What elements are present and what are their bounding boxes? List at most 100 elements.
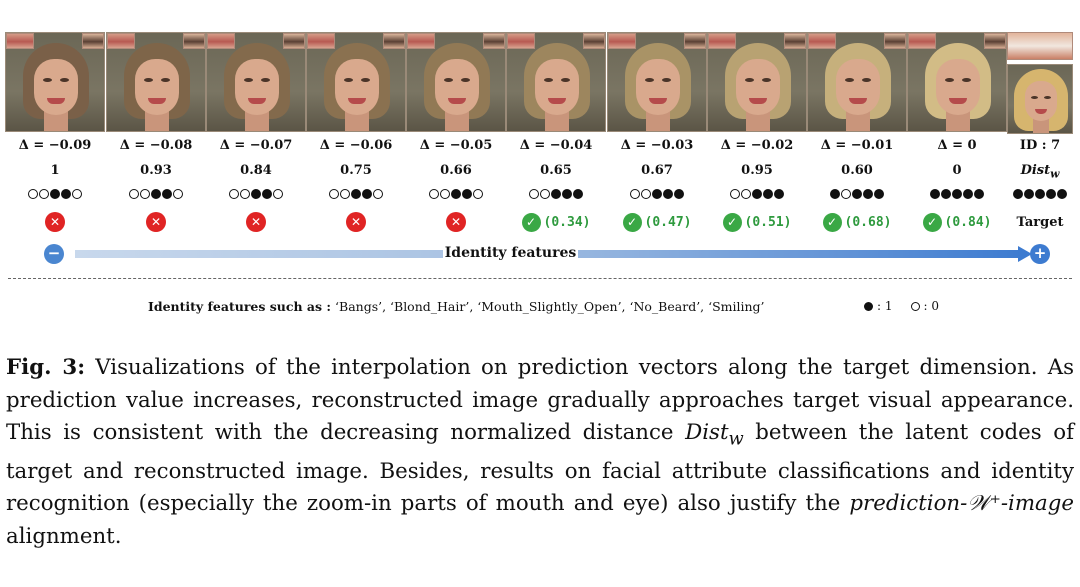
filled-dot-icon [763,189,773,199]
attribute-dots [1007,187,1073,201]
filled-dot-icon [50,189,60,199]
right-eye-shape [161,78,170,82]
target-id-label: ID : 7 [1019,138,1061,153]
confidence-value: (0.68) [844,214,892,230]
attribute-dots [807,187,907,201]
empty-dot-icon [28,189,38,199]
attribute-dots [306,187,406,201]
distance-value: 0 [952,163,962,178]
skin-shape [736,59,780,115]
filled-dot-icon [674,189,684,199]
filled-dot-icon [864,301,873,311]
mouth-shape [248,98,266,104]
reconstructed-face-image [106,32,206,132]
filled-dot-icon [752,189,762,199]
filled-dot-icon [863,189,873,199]
identity-result: ✕ [5,211,105,233]
identity-result: ✓ (0.84) [907,211,1007,233]
legend-prefix: Identity features such as : [148,299,332,314]
mouth-shape [1035,109,1047,114]
left-eye-shape [43,78,52,82]
filled-dot-icon [652,189,662,199]
mouth-zoom-crop [207,33,235,49]
neck-shape [946,111,970,131]
left-eye-shape [144,78,153,82]
filled-dot-icon [451,189,461,199]
reconstructed-face-image [306,32,406,132]
filled-dot-icon [930,189,940,199]
interpolation-column: Δ = −0.01 0.60 ✓ (0.68) [807,32,907,252]
legend-text: Identity features such as : ‘Bangs’, ‘Bl… [148,299,765,314]
delta-label: Δ = 0 [937,138,977,153]
right-eye-shape [962,78,971,82]
filled-dot-icon [562,189,572,199]
target-label: Target [1016,214,1064,230]
mouth-zoom-crop [307,33,335,49]
attribute-dots [206,187,306,201]
eye-zoom-crop [283,33,305,49]
check-mark-icon: ✓ [922,212,942,232]
interpolation-column: Δ = 0 0 ✓ (0.84) [907,32,1007,252]
caption-italic-term: prediction-𝒲⁺-image [849,491,1074,517]
empty-dot-icon [741,189,751,199]
minus-icon: − [44,244,64,264]
reconstructed-face-image [607,32,707,132]
identity-result: ✓ (0.68) [807,211,907,233]
mouth-shape [148,98,166,104]
skin-shape [636,59,680,115]
eye-zoom-crop [583,33,605,49]
delta-label: Δ = −0.07 [219,138,293,153]
confidence-value: (0.34) [543,214,591,230]
eye-zoom-crop [784,33,806,49]
attribute-dots [5,187,105,201]
skin-shape [135,59,179,115]
interpolation-column: Δ = −0.02 0.95 ✓ (0.51) [707,32,807,252]
empty-dot-icon [540,189,550,199]
neck-shape [545,111,569,131]
wrong-mark-icon: ✕ [146,212,166,232]
confidence-value: (0.51) [744,214,792,230]
filled-dot-icon [963,189,973,199]
neck-shape [445,111,469,131]
filled-dot-icon [874,189,884,199]
interpolation-column: Δ = −0.06 0.75 ✕ [306,32,406,252]
empty-dot-icon [140,189,150,199]
empty-dot-icon [440,189,450,199]
distance-value: 0.84 [240,163,272,178]
legend-items: ‘Bangs’, ‘Blond_Hair’, ‘Mouth_Slightly_O… [335,299,765,314]
filled-dot-icon [551,189,561,199]
check-mark-icon: ✓ [822,212,842,232]
arrow-label: Identity features [443,242,578,264]
left-eye-shape [1031,96,1038,99]
right-eye-shape [762,78,771,82]
empty-dot-icon [429,189,439,199]
neck-shape [245,111,269,131]
skin-shape [235,59,279,115]
filled-dot-icon [251,189,261,199]
identity-result: ✕ [206,211,306,233]
legend-off-label: : 0 [923,299,940,313]
distance-value: 1 [50,163,60,178]
filled-dot-icon [952,189,962,199]
empty-dot-icon [841,189,851,199]
empty-dot-icon [39,189,49,199]
mouth-zoom-crop [6,33,34,49]
delta-label: Δ = −0.01 [820,138,894,153]
identity-result: ✓ (0.51) [707,211,807,233]
mouth-shape [348,98,366,104]
distance-value: 0.75 [340,163,372,178]
confidence-value: (0.84) [944,214,992,230]
eye-zoom-crop [183,33,205,49]
filled-dot-icon [1057,189,1067,199]
filled-dot-icon [1035,189,1045,199]
left-eye-shape [945,78,954,82]
empty-dot-icon [173,189,183,199]
filled-dot-icon [151,189,161,199]
mouth-zoom-crop [107,33,135,49]
distance-value: 0.60 [841,163,873,178]
empty-dot-icon [229,189,239,199]
identity-result: ✕ [406,211,506,233]
left-eye-shape [244,78,253,82]
delta-label: Δ = −0.08 [119,138,193,153]
filled-dot-icon [573,189,583,199]
